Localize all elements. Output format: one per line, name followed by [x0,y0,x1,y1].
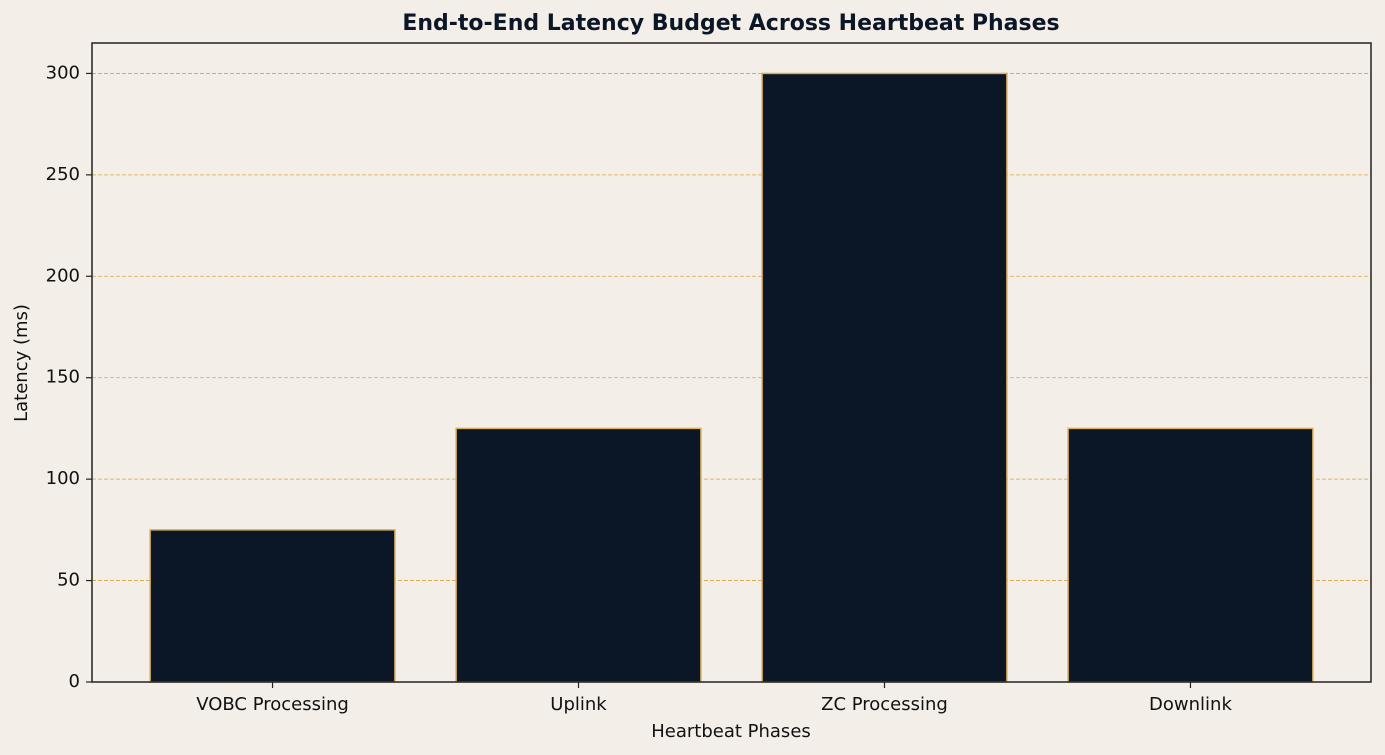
x-tick-label: VOBC Processing [196,694,349,715]
bar [149,529,396,683]
x-axis-label: Heartbeat Phases [651,721,811,742]
chart-title: End-to-End Latency Budget Across Heartbe… [402,11,1059,36]
y-tick-label: 150 [46,367,80,388]
x-tick-label: Downlink [1149,694,1232,715]
y-tick-label: 0 [69,671,80,692]
plot-frame [91,42,1372,683]
y-tick-label: 50 [57,570,80,591]
bar [761,72,1008,683]
y-axis-label: Latency (ms) [11,304,32,422]
y-tick-label: 300 [46,62,80,83]
y-tick-label: 250 [46,164,80,185]
bar [455,427,702,683]
bar [1067,427,1314,683]
y-tick-label: 200 [46,265,80,286]
x-tick-label: Uplink [550,694,607,715]
y-tick-label: 100 [46,468,80,489]
x-tick-label: ZC Processing [821,694,948,715]
